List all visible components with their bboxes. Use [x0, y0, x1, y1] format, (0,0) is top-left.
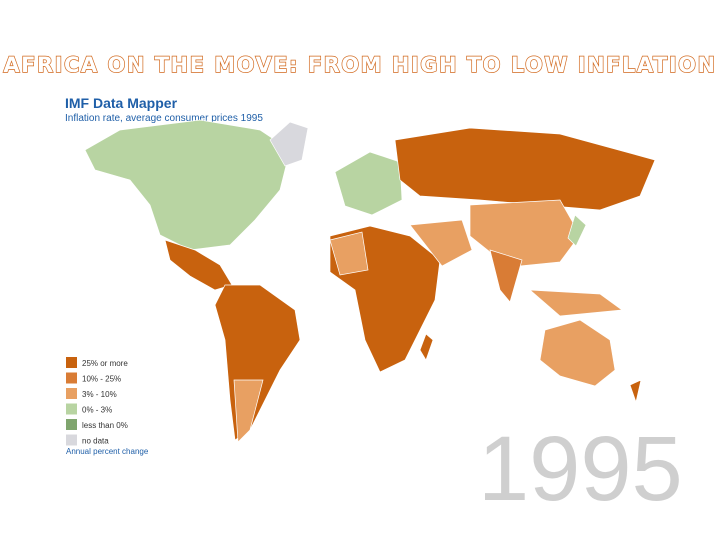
southeast-asia: [528, 289, 623, 317]
legend-swatch: [66, 434, 77, 446]
world-map: [84, 119, 656, 443]
legend-label: 10% - 25%: [82, 375, 121, 384]
legend-swatch: [66, 372, 77, 384]
east-asia: [469, 199, 581, 267]
middle-east: [409, 219, 473, 267]
west-africa: [329, 231, 369, 276]
india: [489, 249, 523, 303]
legend-note: Annual percent change: [66, 447, 149, 456]
japan: [567, 214, 587, 247]
map-source: IMF Data Mapper: [65, 95, 178, 111]
russia: [394, 127, 656, 211]
legend-label: 25% or more: [82, 359, 128, 368]
new-zealand: [629, 379, 642, 404]
legend-swatch: [66, 403, 77, 415]
australia: [539, 319, 616, 387]
legend-label: no data: [82, 437, 109, 446]
legend-label: 3% - 10%: [82, 390, 117, 399]
legend: 25% or more 10% - 25% 3% - 10% 0% - 3% less …: [66, 357, 149, 456]
north-america: [84, 119, 291, 251]
legend-swatch: [66, 388, 77, 399]
greenland: [269, 121, 309, 167]
south-america: [214, 284, 301, 441]
legend-label: 0% - 3%: [82, 406, 112, 415]
south-america-south: [233, 379, 264, 443]
legend-swatch: [66, 357, 77, 368]
madagascar: [419, 333, 434, 361]
slide-title: AFRICA ON THE MOVE: FROM HIGH TO LOW INF…: [3, 53, 716, 77]
europe: [334, 151, 403, 216]
legend-swatch: [66, 419, 77, 430]
map-subtitle: Inflation rate, average consumer prices …: [65, 113, 263, 124]
legend-label: less than 0%: [82, 421, 128, 430]
year-label: 1995: [478, 418, 683, 520]
